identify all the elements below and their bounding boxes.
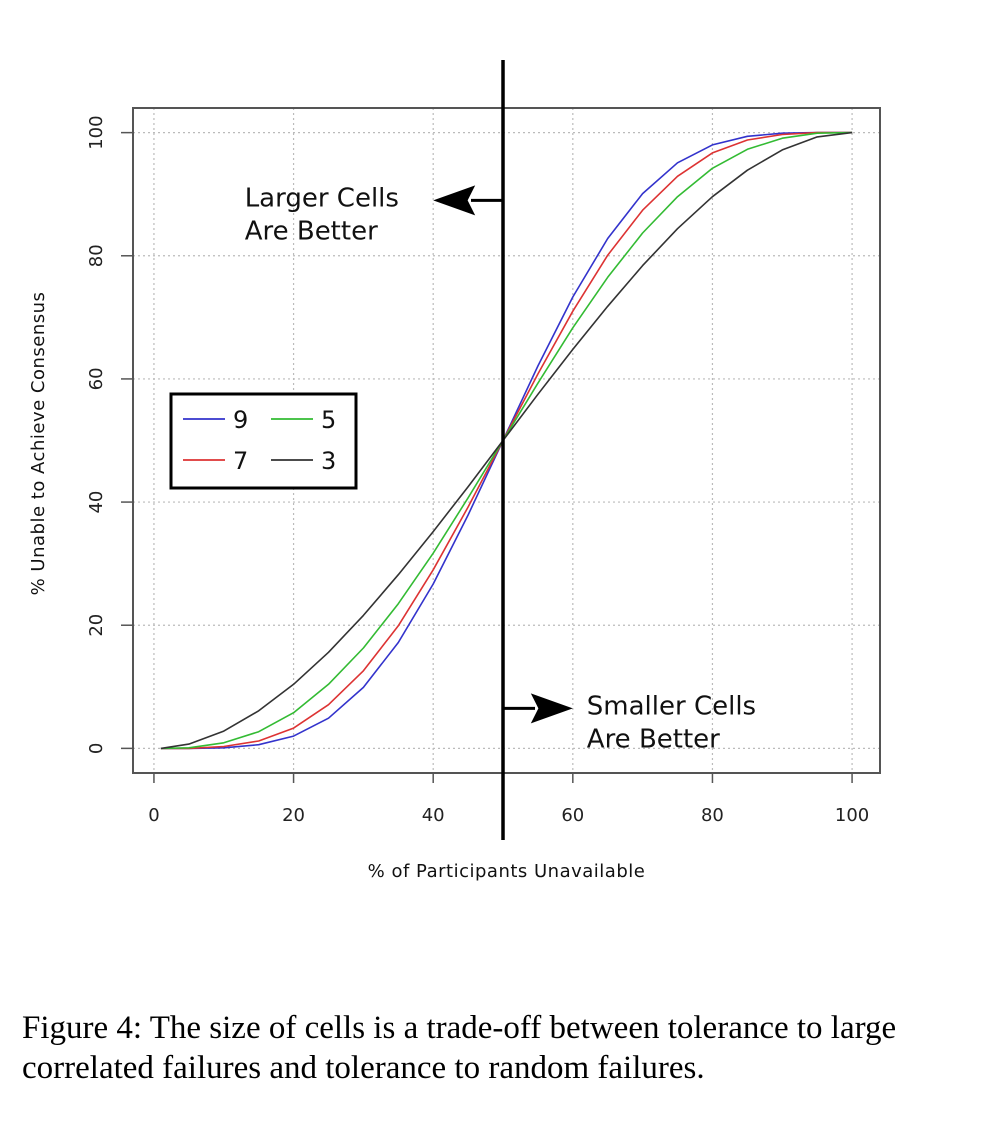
y-tick-label: 100: [86, 115, 107, 149]
legend-item-3: 3: [271, 447, 336, 475]
figure-caption: Figure 4: The size of cells is a trade-o…: [22, 1010, 897, 1086]
legend-label: 3: [321, 447, 336, 475]
legend-item-5: 5: [271, 406, 336, 434]
x-axis-label: % of Participants Unavailable: [368, 861, 646, 882]
y-tick-label: 80: [86, 244, 107, 267]
x-tick-label: 0: [148, 805, 159, 826]
legend-item-7: 7: [183, 447, 248, 475]
legend: 9 5 7 3: [169, 392, 358, 490]
annotation-text: Are Better: [245, 217, 378, 247]
legend-label: 7: [233, 447, 248, 475]
legend-item-9: 9: [183, 406, 248, 434]
y-tick-label: 40: [86, 491, 107, 514]
x-tick-label: 40: [422, 805, 445, 826]
legend-box: [169, 392, 358, 490]
legend-label: 5: [321, 406, 336, 434]
x-tick-label: 20: [282, 805, 305, 826]
arrow-head: [530, 693, 573, 724]
x-axis: 0 20 40 60 80 100: [148, 772, 869, 826]
x-tick-label: 80: [701, 805, 724, 826]
annotation-text: Are Better: [587, 725, 720, 755]
grid-lines: [133, 108, 880, 773]
annotation-text: Larger Cells: [245, 184, 399, 214]
y-tick-label: 60: [86, 367, 107, 390]
x-tick-label: 60: [561, 805, 584, 826]
x-tick-label: 100: [835, 805, 869, 826]
arrow-head: [433, 185, 476, 216]
y-axis: 0 20 40 60 80 100: [86, 115, 133, 754]
annotation-text: Smaller Cells: [587, 692, 756, 722]
y-axis-label: % Unable to Achieve Consensus: [28, 292, 49, 596]
y-tick-label: 0: [86, 743, 107, 754]
legend-label: 9: [233, 406, 248, 434]
y-tick-label: 20: [86, 614, 107, 637]
